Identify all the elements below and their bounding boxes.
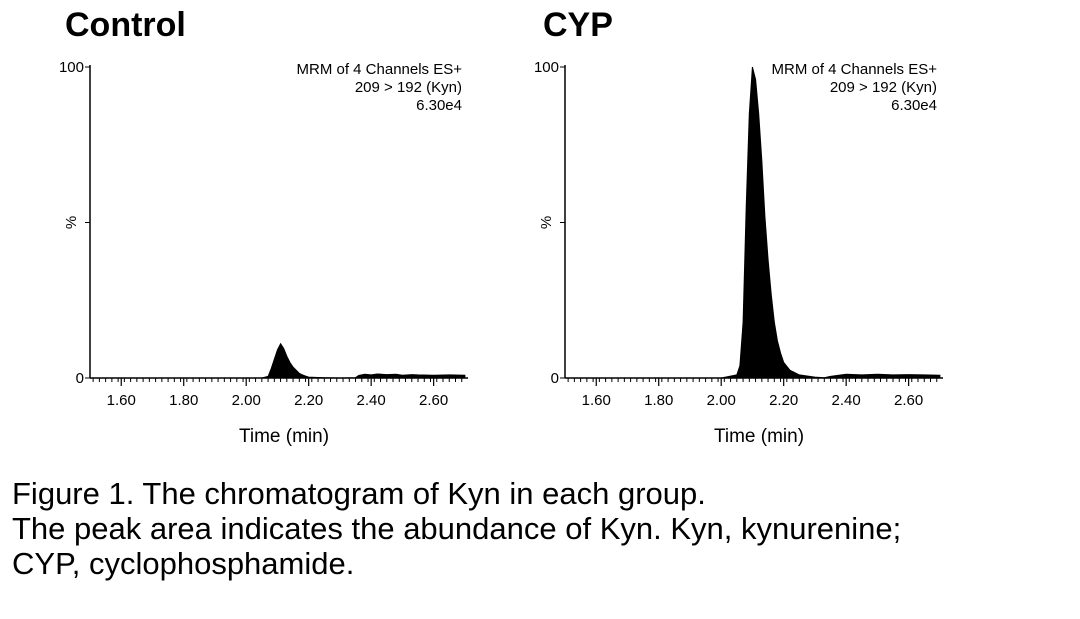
cyp-chromatogram: 100 0% 1.60 1.80 2.00 2.20 2.40 2.60 Time (min) M… bbox=[534, 59, 943, 447]
x-tick-label: 1.60 bbox=[107, 392, 136, 409]
x-tick-label: 2.00 bbox=[707, 392, 736, 409]
x-tick-label: 2.60 bbox=[894, 392, 923, 409]
x-tick-label: 1.80 bbox=[644, 392, 673, 409]
chromatogram-trace bbox=[90, 342, 466, 379]
chromatogram-trace bbox=[565, 66, 941, 379]
control-chromatogram: 100 0% 1.60 1.80 2.00 2.20 2.40 2.60 Time (min) M… bbox=[59, 59, 468, 447]
x-tick-label: 2.00 bbox=[232, 392, 261, 409]
y-tick-label: 0 bbox=[551, 370, 559, 387]
channel-info-line-1: MRM of 4 Channels ES+ bbox=[772, 61, 938, 78]
y-axis-label: % bbox=[538, 216, 555, 229]
x-tick-label: 2.40 bbox=[357, 392, 386, 409]
y-tick-label: 100 bbox=[534, 59, 559, 76]
caption-line-1: Figure 1. The chromatogram of Kyn in eac… bbox=[12, 476, 706, 511]
x-tick-label: 2.60 bbox=[419, 392, 448, 409]
caption-line-2: The peak area indicates the abundance of… bbox=[12, 511, 902, 546]
channel-info-line-3: 6.30e4 bbox=[891, 97, 937, 114]
control-panel-title: Control bbox=[65, 6, 186, 44]
channel-info-line-2: 209 > 192 (Kyn) bbox=[830, 79, 937, 96]
caption-line-3: CYP, cyclophosphamide. bbox=[12, 546, 355, 581]
x-tick-label: 2.40 bbox=[832, 392, 861, 409]
y-tick-label: 100 bbox=[59, 59, 84, 76]
x-axis-label: Time (min) bbox=[239, 426, 329, 447]
x-tick-label: 2.20 bbox=[294, 392, 323, 409]
x-tick-label: 1.60 bbox=[582, 392, 611, 409]
y-tick-label: 0 bbox=[76, 370, 84, 387]
channel-info-line-1: MRM of 4 Channels ES+ bbox=[297, 61, 463, 78]
channel-info-line-2: 209 > 192 (Kyn) bbox=[355, 79, 462, 96]
figure-caption: Figure 1. The chromatogram of Kyn in eac… bbox=[12, 476, 1080, 581]
y-axis-label: % bbox=[63, 216, 80, 229]
channel-info-line-3: 6.30e4 bbox=[416, 97, 462, 114]
x-tick-label: 1.80 bbox=[169, 392, 198, 409]
x-axis-label: Time (min) bbox=[714, 426, 804, 447]
x-tick-label: 2.20 bbox=[769, 392, 798, 409]
cyp-panel-title: CYP bbox=[543, 6, 613, 44]
